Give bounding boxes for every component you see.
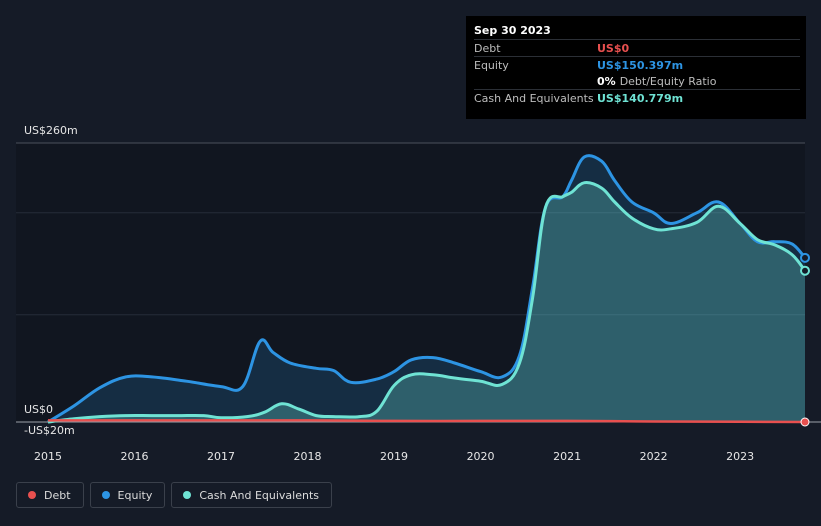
tooltip-debt-row: Debt US$0	[474, 39, 800, 56]
legend-label-debt: Debt	[44, 488, 71, 502]
cash-line	[47, 181, 807, 424]
x-tick-label: 2022	[640, 450, 668, 463]
cash-end-marker	[800, 265, 810, 276]
legend-item-debt[interactable]: Debt	[16, 482, 84, 508]
x-tick-label: 2020	[467, 450, 495, 463]
x-tick-label: 2019	[380, 450, 408, 463]
tooltip-equity-value: US$150.397m	[597, 58, 684, 72]
tooltip-cash-row: Cash And Equivalents US$140.779m	[474, 89, 800, 106]
x-tick-label: 2018	[294, 450, 322, 463]
cash-area	[48, 182, 805, 422]
tooltip-debt-label: Debt	[474, 41, 501, 55]
legend-label-equity: Equity	[117, 488, 153, 502]
debt-line	[48, 419, 806, 424]
equity-area	[48, 155, 805, 422]
debt-end-marker	[800, 417, 810, 427]
y-tick-label: US$260m	[24, 124, 78, 137]
tooltip-cash-value: US$140.779m	[597, 91, 684, 105]
x-tick-label: 2021	[553, 450, 581, 463]
y-tick-label: -US$20m	[24, 424, 75, 437]
debt-dot-icon	[28, 491, 36, 499]
tooltip-ratio-row: 0% Debt/Equity Ratio	[474, 73, 800, 89]
data-tooltip: Sep 30 2023 Debt US$0 Equity US$150.397m…	[466, 16, 806, 119]
x-tick-label: 2016	[121, 450, 149, 463]
tooltip-cash-label: Cash And Equivalents	[474, 91, 594, 105]
tooltip-date: Sep 30 2023	[474, 24, 551, 37]
x-tick-label: 2023	[726, 450, 754, 463]
tooltip-equity-row: Equity US$150.397m	[474, 56, 800, 73]
x-tick-label: 2015	[34, 450, 62, 463]
tooltip-debt-value: US$0	[597, 41, 630, 55]
legend-item-equity[interactable]: Equity	[89, 482, 166, 508]
debt-equity-chart: US$260m US$0 -US$20m 2015 2016 2017 2018 2019 2…	[16, 124, 821, 463]
legend-item-cash[interactable]: Cash And Equivalents	[171, 482, 332, 508]
tooltip-equity-label: Equity	[474, 58, 509, 72]
equity-line	[47, 154, 807, 424]
equity-end-marker	[800, 252, 810, 263]
tooltip-ratio-value: 0%	[597, 74, 616, 88]
legend-label-cash: Cash And Equivalents	[199, 488, 319, 502]
equity-dot-icon	[101, 491, 110, 499]
cash-dot-icon	[183, 491, 192, 499]
tooltip-ratio-label: Debt/Equity Ratio	[619, 74, 717, 88]
chart-legend: Debt Equity Cash And Equivalents	[16, 482, 332, 508]
x-tick-label: 2017	[207, 450, 235, 463]
y-tick-label: US$0	[24, 403, 53, 416]
